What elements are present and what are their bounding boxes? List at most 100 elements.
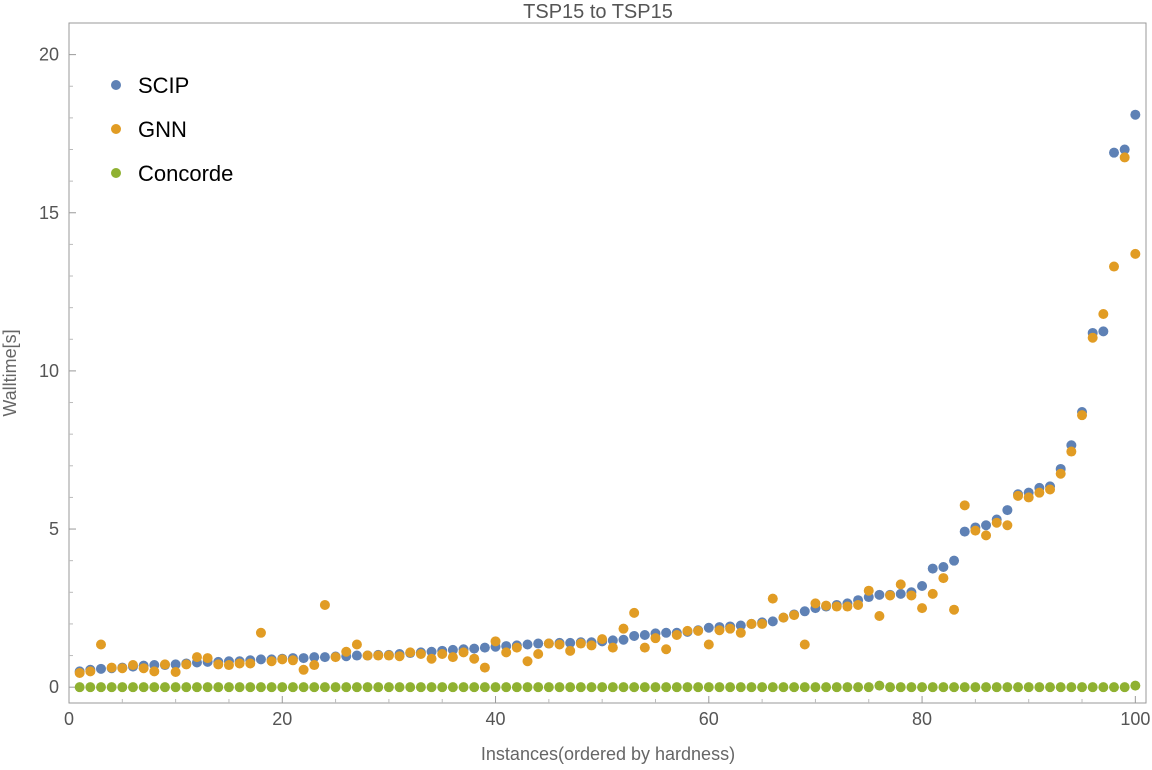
data-point — [1013, 490, 1024, 501]
data-point — [1045, 682, 1056, 693]
data-point — [725, 623, 736, 634]
data-point — [959, 500, 970, 511]
data-point — [74, 667, 85, 678]
data-point — [277, 654, 288, 665]
data-point — [949, 555, 960, 566]
legend-marker — [111, 80, 121, 90]
data-point — [661, 627, 672, 638]
data-point — [362, 682, 373, 693]
data-point — [1130, 680, 1141, 691]
data-point — [447, 652, 458, 663]
data-point — [874, 680, 885, 691]
data-point — [693, 625, 704, 636]
data-point — [522, 656, 533, 667]
data-point — [554, 682, 565, 693]
data-point — [309, 660, 320, 671]
data-point — [831, 682, 842, 693]
data-point — [618, 682, 629, 693]
data-point — [917, 603, 928, 614]
data-point — [1098, 308, 1109, 319]
data-point — [959, 526, 970, 537]
data-point — [511, 642, 522, 653]
data-point — [362, 650, 373, 661]
data-point — [565, 637, 576, 648]
data-point — [117, 663, 128, 674]
data-point — [767, 616, 778, 627]
data-point — [298, 664, 309, 675]
data-point — [298, 682, 309, 693]
data-point — [213, 659, 224, 670]
data-point — [266, 656, 277, 667]
y-tick-label: 5 — [49, 519, 59, 539]
legend-marker — [111, 124, 121, 134]
data-point — [127, 660, 138, 671]
data-point — [373, 650, 384, 661]
data-point — [287, 682, 298, 693]
data-point — [127, 682, 138, 693]
data-point — [191, 652, 202, 663]
data-point — [426, 646, 437, 657]
data-point — [778, 612, 789, 623]
data-point — [170, 682, 181, 693]
data-point — [981, 520, 992, 531]
data-point — [1119, 682, 1130, 693]
data-point — [746, 682, 757, 693]
data-point — [319, 652, 330, 663]
data-point — [479, 662, 490, 673]
data-point — [426, 653, 437, 664]
data-point — [501, 682, 512, 693]
legend-label: Concorde — [138, 161, 233, 186]
data-point — [501, 647, 512, 658]
data-point — [373, 682, 384, 693]
data-point — [255, 682, 266, 693]
data-point — [1023, 682, 1034, 693]
data-point — [949, 604, 960, 615]
data-point — [1119, 144, 1130, 155]
data-point — [1002, 520, 1013, 531]
data-point — [394, 682, 405, 693]
data-point — [479, 642, 490, 653]
data-point — [927, 563, 938, 574]
data-point — [330, 652, 341, 663]
data-point — [1109, 682, 1120, 693]
data-point — [533, 648, 544, 659]
data-point — [490, 682, 501, 693]
data-point — [85, 682, 96, 693]
data-point — [874, 589, 885, 600]
data-point — [95, 663, 106, 674]
x-axis-title: Instances(ordered by hardness) — [481, 744, 735, 764]
data-point — [895, 588, 906, 599]
data-point — [853, 599, 864, 610]
data-point — [575, 682, 586, 693]
data-point — [522, 682, 533, 693]
data-point — [1066, 682, 1077, 693]
data-point — [415, 682, 426, 693]
data-point — [85, 666, 96, 677]
data-point — [117, 682, 128, 693]
data-point — [351, 650, 362, 661]
data-point — [383, 682, 394, 693]
data-point — [821, 600, 832, 611]
data-point — [639, 682, 650, 693]
data-point — [234, 682, 245, 693]
data-point — [170, 667, 181, 678]
data-point — [981, 530, 992, 541]
data-point — [383, 650, 394, 661]
data-point — [810, 682, 821, 693]
data-point — [95, 639, 106, 650]
data-point — [458, 682, 469, 693]
data-point — [575, 638, 586, 649]
data-point — [149, 682, 160, 693]
data-point — [437, 648, 448, 659]
data-point — [1002, 682, 1013, 693]
data-point — [149, 666, 160, 677]
data-point — [159, 682, 170, 693]
data-point — [351, 639, 362, 650]
data-point — [1087, 332, 1098, 343]
data-point — [266, 682, 277, 693]
data-point — [74, 682, 85, 693]
data-point — [767, 593, 778, 604]
data-point — [629, 682, 640, 693]
data-point — [853, 682, 864, 693]
